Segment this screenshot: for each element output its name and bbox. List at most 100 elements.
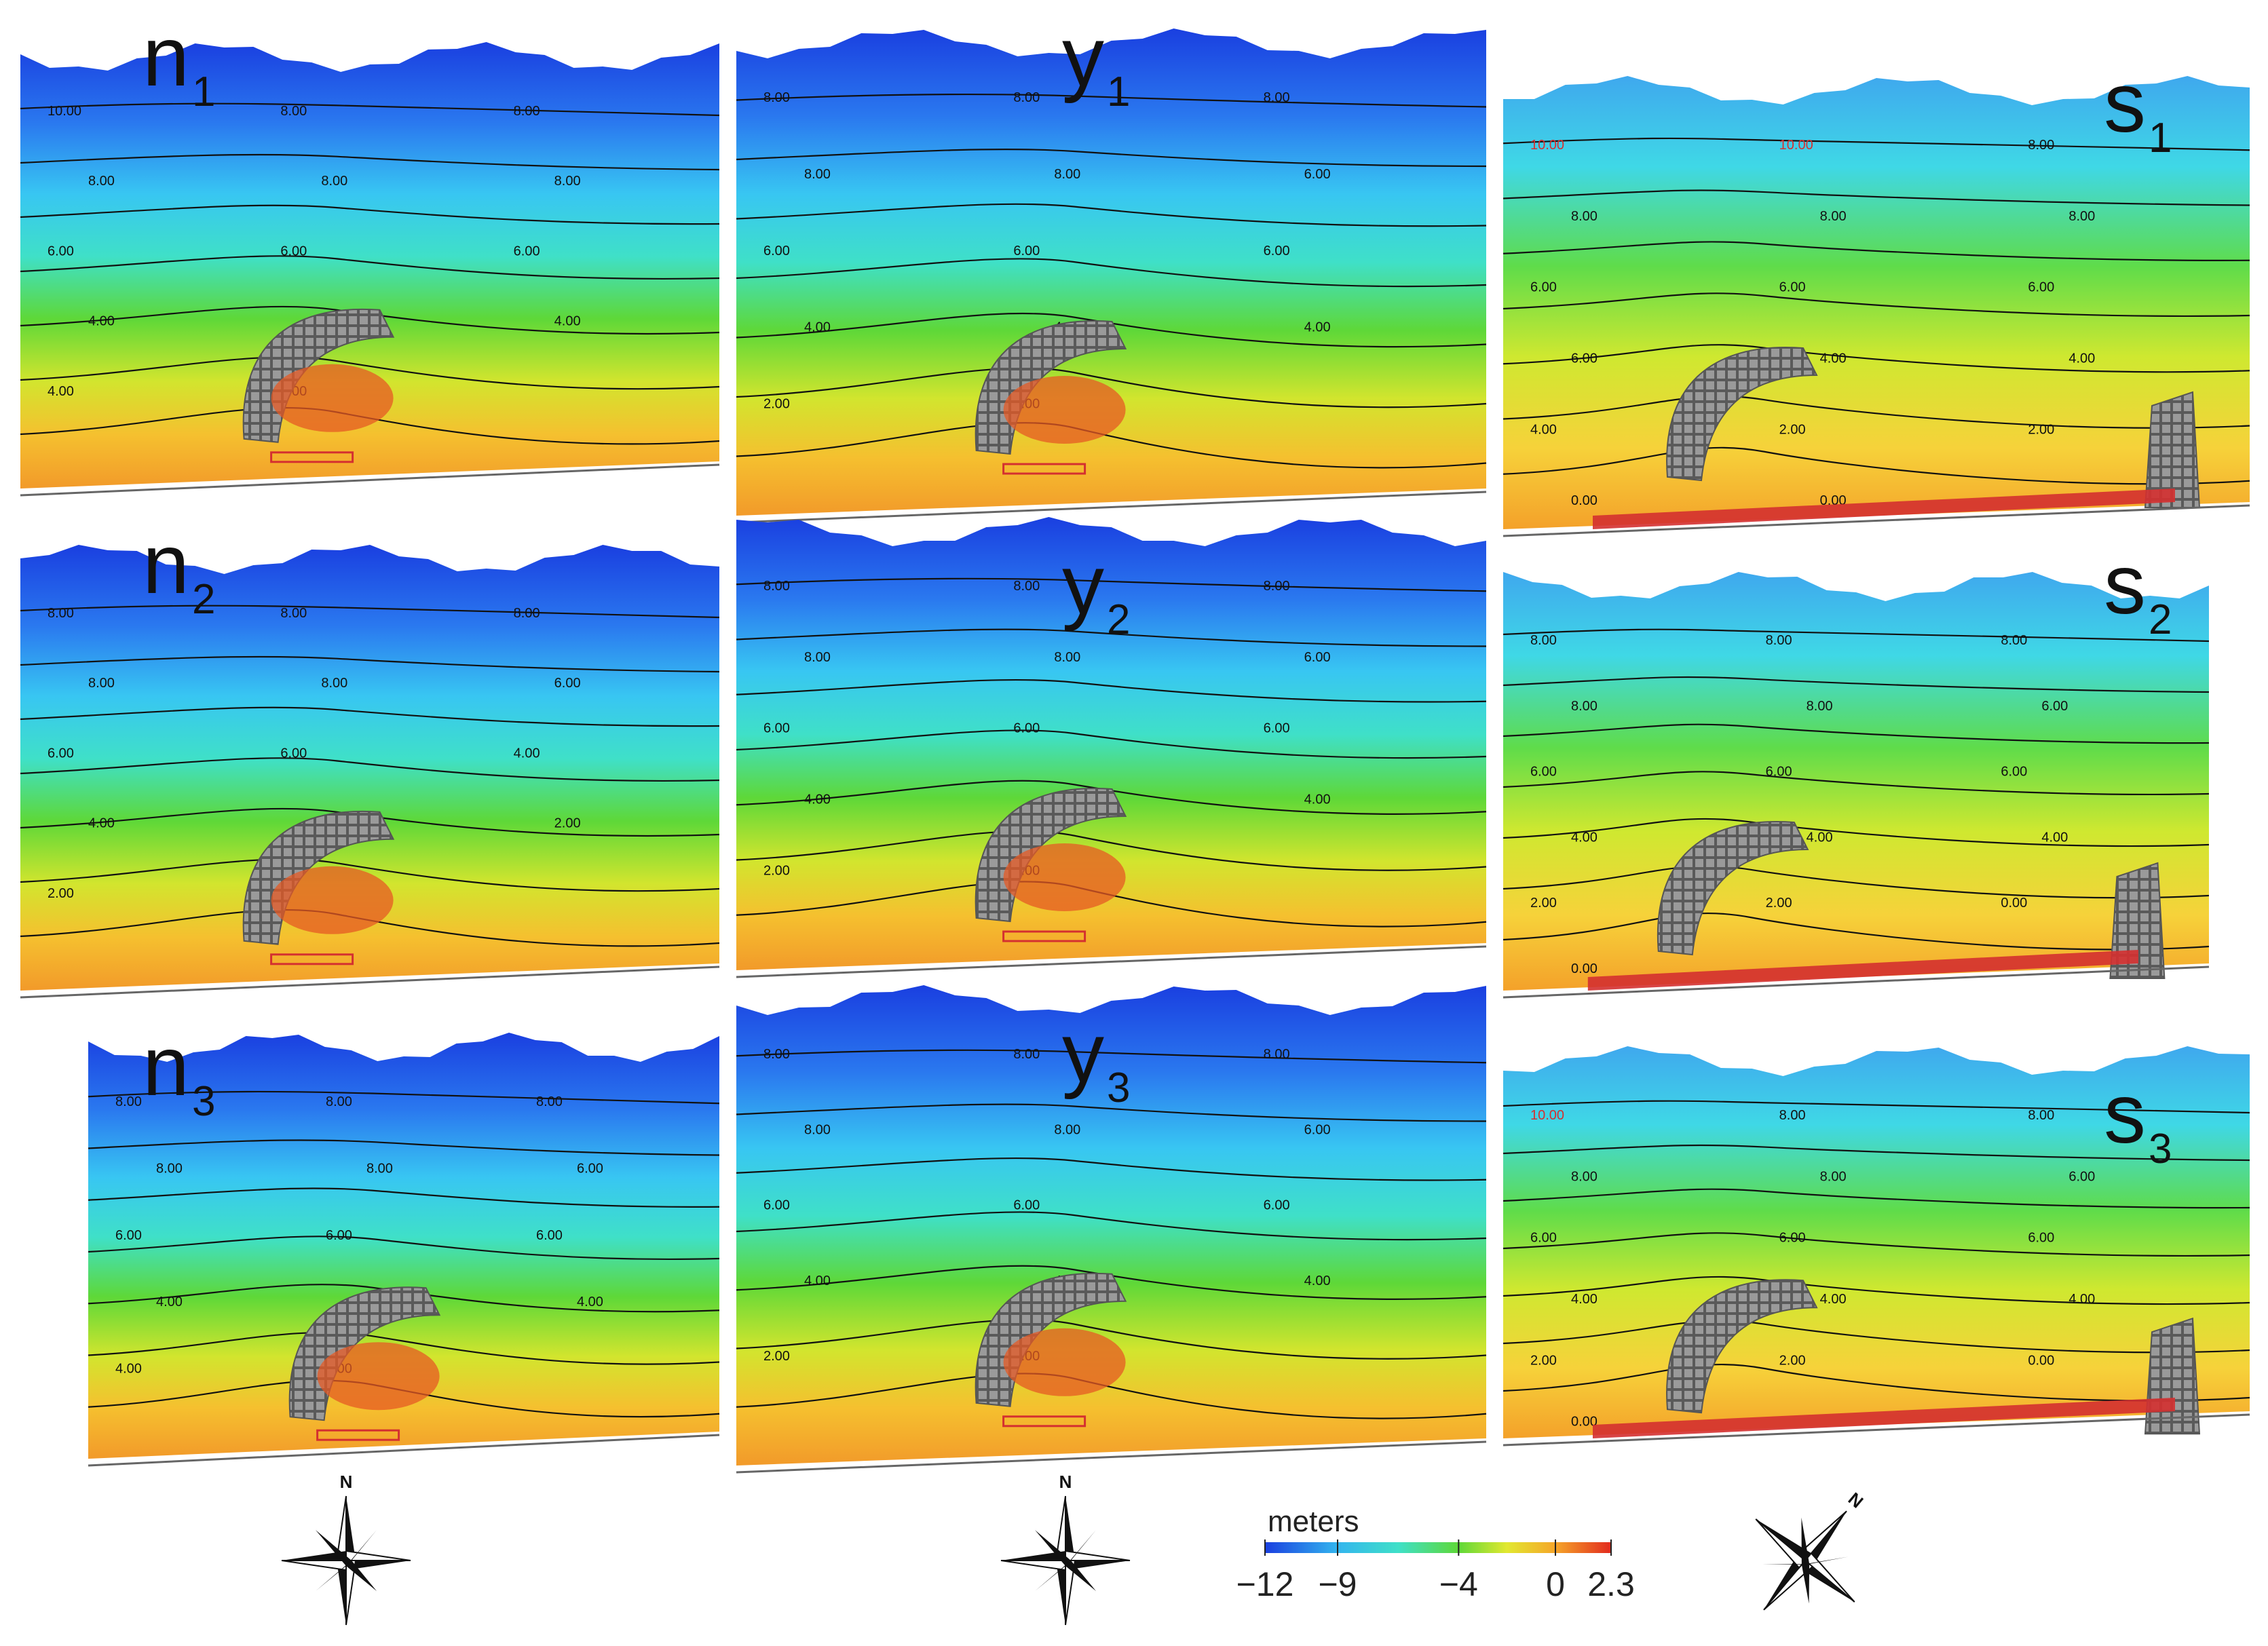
contour-line <box>736 312 1487 348</box>
compass-point <box>345 1550 411 1561</box>
contour-label: 6.00 <box>536 1228 563 1243</box>
contour-label: 8.00 <box>804 1122 831 1137</box>
shoreline-road <box>736 491 1487 524</box>
compass-minor-point <box>316 1561 352 1591</box>
shoreline-red-zone <box>1587 950 2138 991</box>
compass-minor-point <box>1801 1517 1810 1565</box>
panel-label-n3: n3 <box>143 1020 216 1125</box>
contour-label: 8.00 <box>554 174 581 189</box>
panel-label-n2: n2 <box>143 518 216 623</box>
contour-line <box>88 1090 720 1105</box>
contour-label: 6.00 <box>1779 280 1806 295</box>
compass-point <box>1065 1561 1130 1570</box>
contour-label: 8.00 <box>1820 209 1847 224</box>
contour-label: 4.00 <box>1304 320 1331 335</box>
contour-label: 8.00 <box>536 1094 563 1109</box>
shallow-zone <box>1003 1328 1126 1396</box>
shallow-zone <box>317 1342 440 1411</box>
contour-label: 4.00 <box>2068 1292 2095 1307</box>
contour-label: 2.00 <box>1766 896 1792 911</box>
contour-label: 6.00 <box>763 1198 790 1213</box>
compass-rose-center: N <box>1000 1472 1131 1626</box>
contour-label: 6.00 <box>2068 1169 2095 1184</box>
compass-point <box>1763 1554 1805 1610</box>
contour-label: 8.00 <box>1779 1108 1806 1123</box>
contour-line <box>20 807 720 837</box>
contour-line <box>1502 1100 2250 1114</box>
panel-label-n1: n1 <box>143 10 216 115</box>
contour-line <box>736 1103 1487 1122</box>
compass-minor-point <box>346 1530 377 1566</box>
contour-label: 8.00 <box>115 1094 142 1109</box>
contour-label: 4.00 <box>2041 830 2068 845</box>
contour-line <box>88 1236 720 1261</box>
contour-label: 4.00 <box>804 320 831 335</box>
bathymetry-panel-n1: 10.00 8.00 8.00 8.00 8.00 8.00 6.00 6.00 6.00 4.0… <box>20 42 720 497</box>
compass-minor-point <box>1762 1561 1810 1565</box>
contour-line <box>88 1187 720 1208</box>
contour-label: 4.00 <box>577 1295 603 1309</box>
panel-label-s2: s2 <box>2104 538 2172 643</box>
contour-label: 6.00 <box>1264 244 1290 259</box>
compass-point <box>1756 1518 1811 1561</box>
contour-label: 6.00 <box>115 1228 142 1243</box>
contour-line <box>736 1265 1487 1300</box>
contour-label: 6.00 <box>2001 765 2027 780</box>
compass-minor-point <box>1801 1561 1810 1604</box>
contour-label: 8.00 <box>763 579 790 594</box>
contour-line <box>736 1211 1487 1241</box>
compass-point <box>1056 1561 1065 1625</box>
compass-minor-point <box>316 1530 352 1566</box>
contour-label: 10.00 <box>1779 138 1813 153</box>
contour-label: 6.00 <box>1530 280 1557 295</box>
contour-line <box>88 1139 720 1156</box>
contour-line <box>736 1318 1487 1360</box>
contour-label: 4.00 <box>1820 351 1847 366</box>
contour-label: 4.00 <box>48 384 74 399</box>
contour-label: 8.00 <box>804 167 831 182</box>
contour-line <box>20 204 720 225</box>
contour-line <box>88 1331 720 1365</box>
contour-label: 8.00 <box>1054 1122 1080 1137</box>
contour-line <box>20 706 720 727</box>
contour-label: 0.00 <box>1571 1415 1598 1430</box>
contour-line <box>1502 723 2210 744</box>
contour-label: 4.00 <box>514 746 540 761</box>
shoreline-road <box>736 1440 1487 1474</box>
compass-point <box>1755 1518 1807 1569</box>
contour-label: 8.00 <box>1571 1169 1598 1184</box>
contour-label: 2.00 <box>1530 1353 1557 1368</box>
contour-line <box>1502 292 2250 318</box>
depth-surface <box>88 1033 719 1459</box>
contour-label: 8.00 <box>1571 209 1598 224</box>
contour-line <box>1502 1363 2250 1402</box>
shoreline-red-zone <box>1593 1398 2175 1438</box>
compass-point <box>1000 1560 1066 1571</box>
contour-label: 2.00 <box>1779 422 1806 437</box>
contour-label: 8.00 <box>1054 167 1080 182</box>
contour-label: 8.00 <box>156 1161 183 1176</box>
legend-tick-label: 2.3 <box>1587 1565 1635 1603</box>
contour-label: 6.00 <box>514 244 540 259</box>
shoreline-road <box>1502 1413 2250 1447</box>
contour-label: 4.00 <box>88 314 115 329</box>
legend-colorbar <box>1265 1542 1611 1553</box>
legend-tick-label: −4 <box>1439 1565 1478 1603</box>
legend-tick-label: −9 <box>1318 1565 1357 1603</box>
compass-rose-west: N <box>281 1472 411 1626</box>
contour-label: 6.00 <box>1304 167 1331 182</box>
bathymetry-panel-y1: 8.00 8.00 8.00 8.00 8.00 6.00 6.00 6.00 6.00 4.00… <box>736 28 1487 524</box>
compass-minor-point <box>1035 1561 1071 1591</box>
contour-label: 4.00 <box>804 792 831 807</box>
contour-label: 8.00 <box>366 1161 393 1176</box>
contour-label: 8.00 <box>1013 579 1040 594</box>
pier-structure <box>270 953 354 965</box>
shoreline-road <box>736 945 1487 978</box>
contour-label: 6.00 <box>1013 721 1040 736</box>
pier-structure <box>1002 930 1086 942</box>
contour-label: 2.00 <box>554 816 581 831</box>
contour-line <box>1502 189 2250 206</box>
contour-line <box>736 678 1487 703</box>
contour-label: 6.00 <box>577 1161 603 1176</box>
